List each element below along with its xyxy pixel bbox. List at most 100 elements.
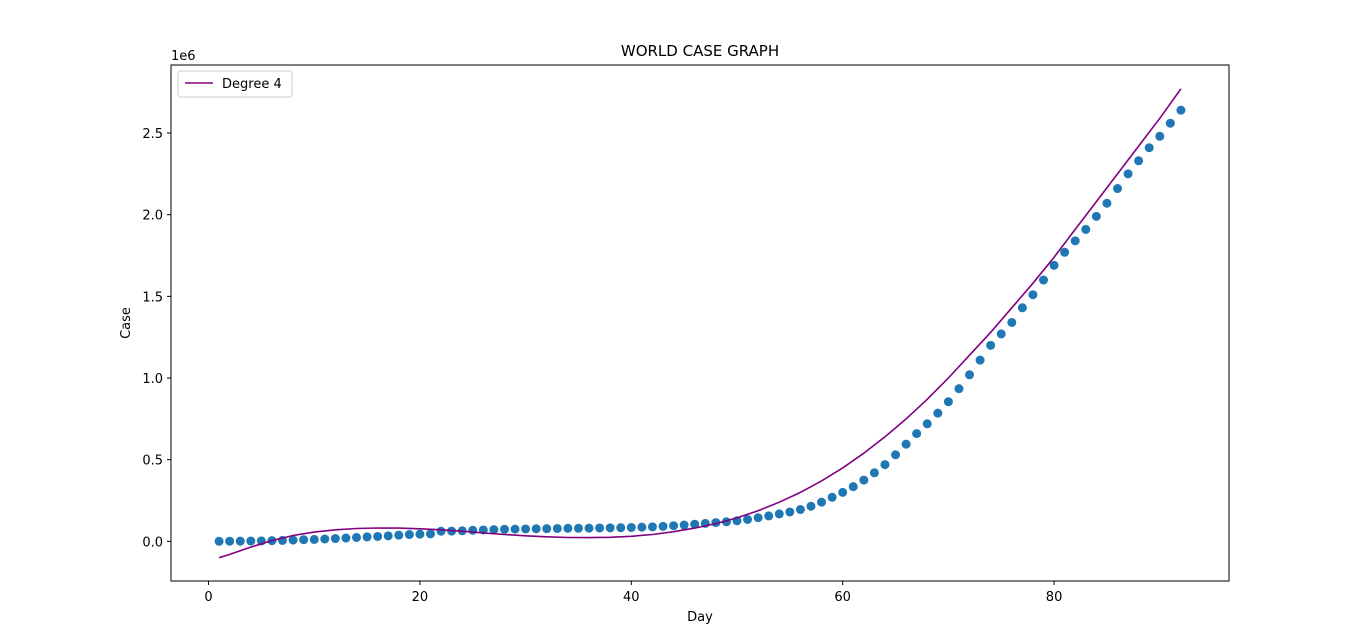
data-point bbox=[616, 523, 626, 533]
data-point bbox=[605, 523, 615, 533]
data-point bbox=[965, 370, 975, 380]
data-point bbox=[330, 534, 340, 544]
data-point bbox=[785, 507, 795, 517]
data-point bbox=[436, 526, 446, 536]
data-point bbox=[373, 531, 383, 541]
x-tick-label: 0 bbox=[204, 590, 212, 605]
data-point bbox=[394, 530, 404, 540]
data-point bbox=[341, 533, 351, 543]
data-point bbox=[510, 524, 520, 534]
data-point bbox=[362, 532, 372, 542]
y-axis-label: Case bbox=[119, 307, 134, 339]
data-point bbox=[225, 536, 235, 546]
y-tick-label: 1.0 bbox=[142, 372, 163, 387]
legend-entry-label: Degree 4 bbox=[222, 77, 282, 92]
data-point bbox=[468, 525, 478, 535]
data-point bbox=[214, 536, 224, 546]
data-point bbox=[817, 497, 827, 507]
plot-area-frame bbox=[170, 64, 1230, 582]
data-point bbox=[1081, 224, 1091, 234]
data-point bbox=[1060, 247, 1070, 257]
data-point bbox=[827, 492, 837, 502]
data-point bbox=[1165, 118, 1175, 128]
legend: Degree 4 bbox=[177, 70, 293, 98]
x-axis: 0 20 40 60 80 bbox=[204, 581, 1062, 605]
y-axis-offset-label: 1e6 bbox=[171, 49, 196, 64]
data-point bbox=[848, 482, 858, 492]
data-point bbox=[658, 521, 668, 531]
data-point bbox=[1049, 260, 1059, 270]
data-point bbox=[320, 534, 330, 544]
data-point bbox=[975, 355, 985, 365]
data-point bbox=[1039, 275, 1049, 285]
data-point bbox=[806, 501, 816, 511]
data-point bbox=[669, 521, 679, 531]
data-point bbox=[774, 509, 784, 519]
data-point bbox=[415, 529, 425, 539]
data-point bbox=[552, 523, 562, 533]
data-point bbox=[1017, 303, 1027, 313]
data-point bbox=[1134, 156, 1144, 166]
data-point bbox=[404, 530, 414, 540]
data-point bbox=[299, 535, 309, 545]
data-point bbox=[1102, 198, 1112, 208]
data-point bbox=[1176, 105, 1186, 115]
data-point bbox=[1112, 184, 1122, 194]
data-point bbox=[309, 534, 319, 544]
data-point bbox=[246, 536, 256, 546]
data-point bbox=[838, 487, 848, 497]
x-tick-label: 60 bbox=[834, 590, 851, 605]
data-point bbox=[912, 429, 922, 439]
x-tick-label: 40 bbox=[623, 590, 640, 605]
data-point bbox=[1028, 290, 1038, 300]
data-point bbox=[753, 513, 763, 523]
data-point bbox=[880, 460, 890, 470]
data-point bbox=[679, 520, 689, 530]
data-point bbox=[425, 529, 435, 539]
data-point bbox=[1070, 236, 1080, 246]
data-point bbox=[954, 384, 964, 394]
data-point bbox=[859, 475, 869, 485]
data-point bbox=[690, 519, 700, 529]
data-point bbox=[901, 439, 911, 449]
data-point bbox=[743, 514, 753, 524]
data-point bbox=[595, 523, 605, 533]
data-point bbox=[647, 522, 657, 532]
x-axis-label: Day bbox=[687, 610, 713, 625]
data-point bbox=[891, 450, 901, 460]
x-tick-label: 20 bbox=[412, 590, 429, 605]
data-point bbox=[1007, 317, 1017, 327]
x-tick-label: 80 bbox=[1046, 590, 1063, 605]
y-tick-label: 0.5 bbox=[142, 454, 163, 469]
data-point bbox=[996, 329, 1006, 339]
y-tick-label: 2.0 bbox=[142, 209, 163, 224]
data-point bbox=[288, 535, 298, 545]
y-axis: 0.0 0.5 1.0 1.5 2.0 2.5 bbox=[142, 127, 171, 550]
y-tick-label: 2.5 bbox=[142, 127, 163, 142]
data-point bbox=[1155, 131, 1165, 141]
data-point bbox=[573, 523, 583, 533]
data-point bbox=[943, 397, 953, 407]
data-point bbox=[764, 511, 774, 521]
data-point bbox=[383, 531, 393, 541]
data-point bbox=[933, 408, 943, 418]
data-point bbox=[563, 523, 573, 533]
data-point bbox=[499, 524, 509, 534]
data-point bbox=[351, 532, 361, 542]
data-point bbox=[521, 524, 531, 534]
data-point bbox=[531, 524, 541, 534]
data-point bbox=[1123, 169, 1133, 179]
data-layer bbox=[214, 88, 1186, 559]
data-point bbox=[235, 536, 245, 546]
data-point bbox=[1144, 143, 1154, 153]
data-point bbox=[489, 525, 499, 535]
series-line-degree-4 bbox=[218, 88, 1182, 559]
y-tick-label: 1.5 bbox=[142, 290, 163, 305]
data-point bbox=[584, 523, 594, 533]
data-point bbox=[626, 522, 636, 532]
data-point bbox=[542, 524, 552, 534]
data-point bbox=[795, 505, 805, 515]
legend-box bbox=[177, 70, 293, 98]
data-point bbox=[869, 468, 879, 478]
